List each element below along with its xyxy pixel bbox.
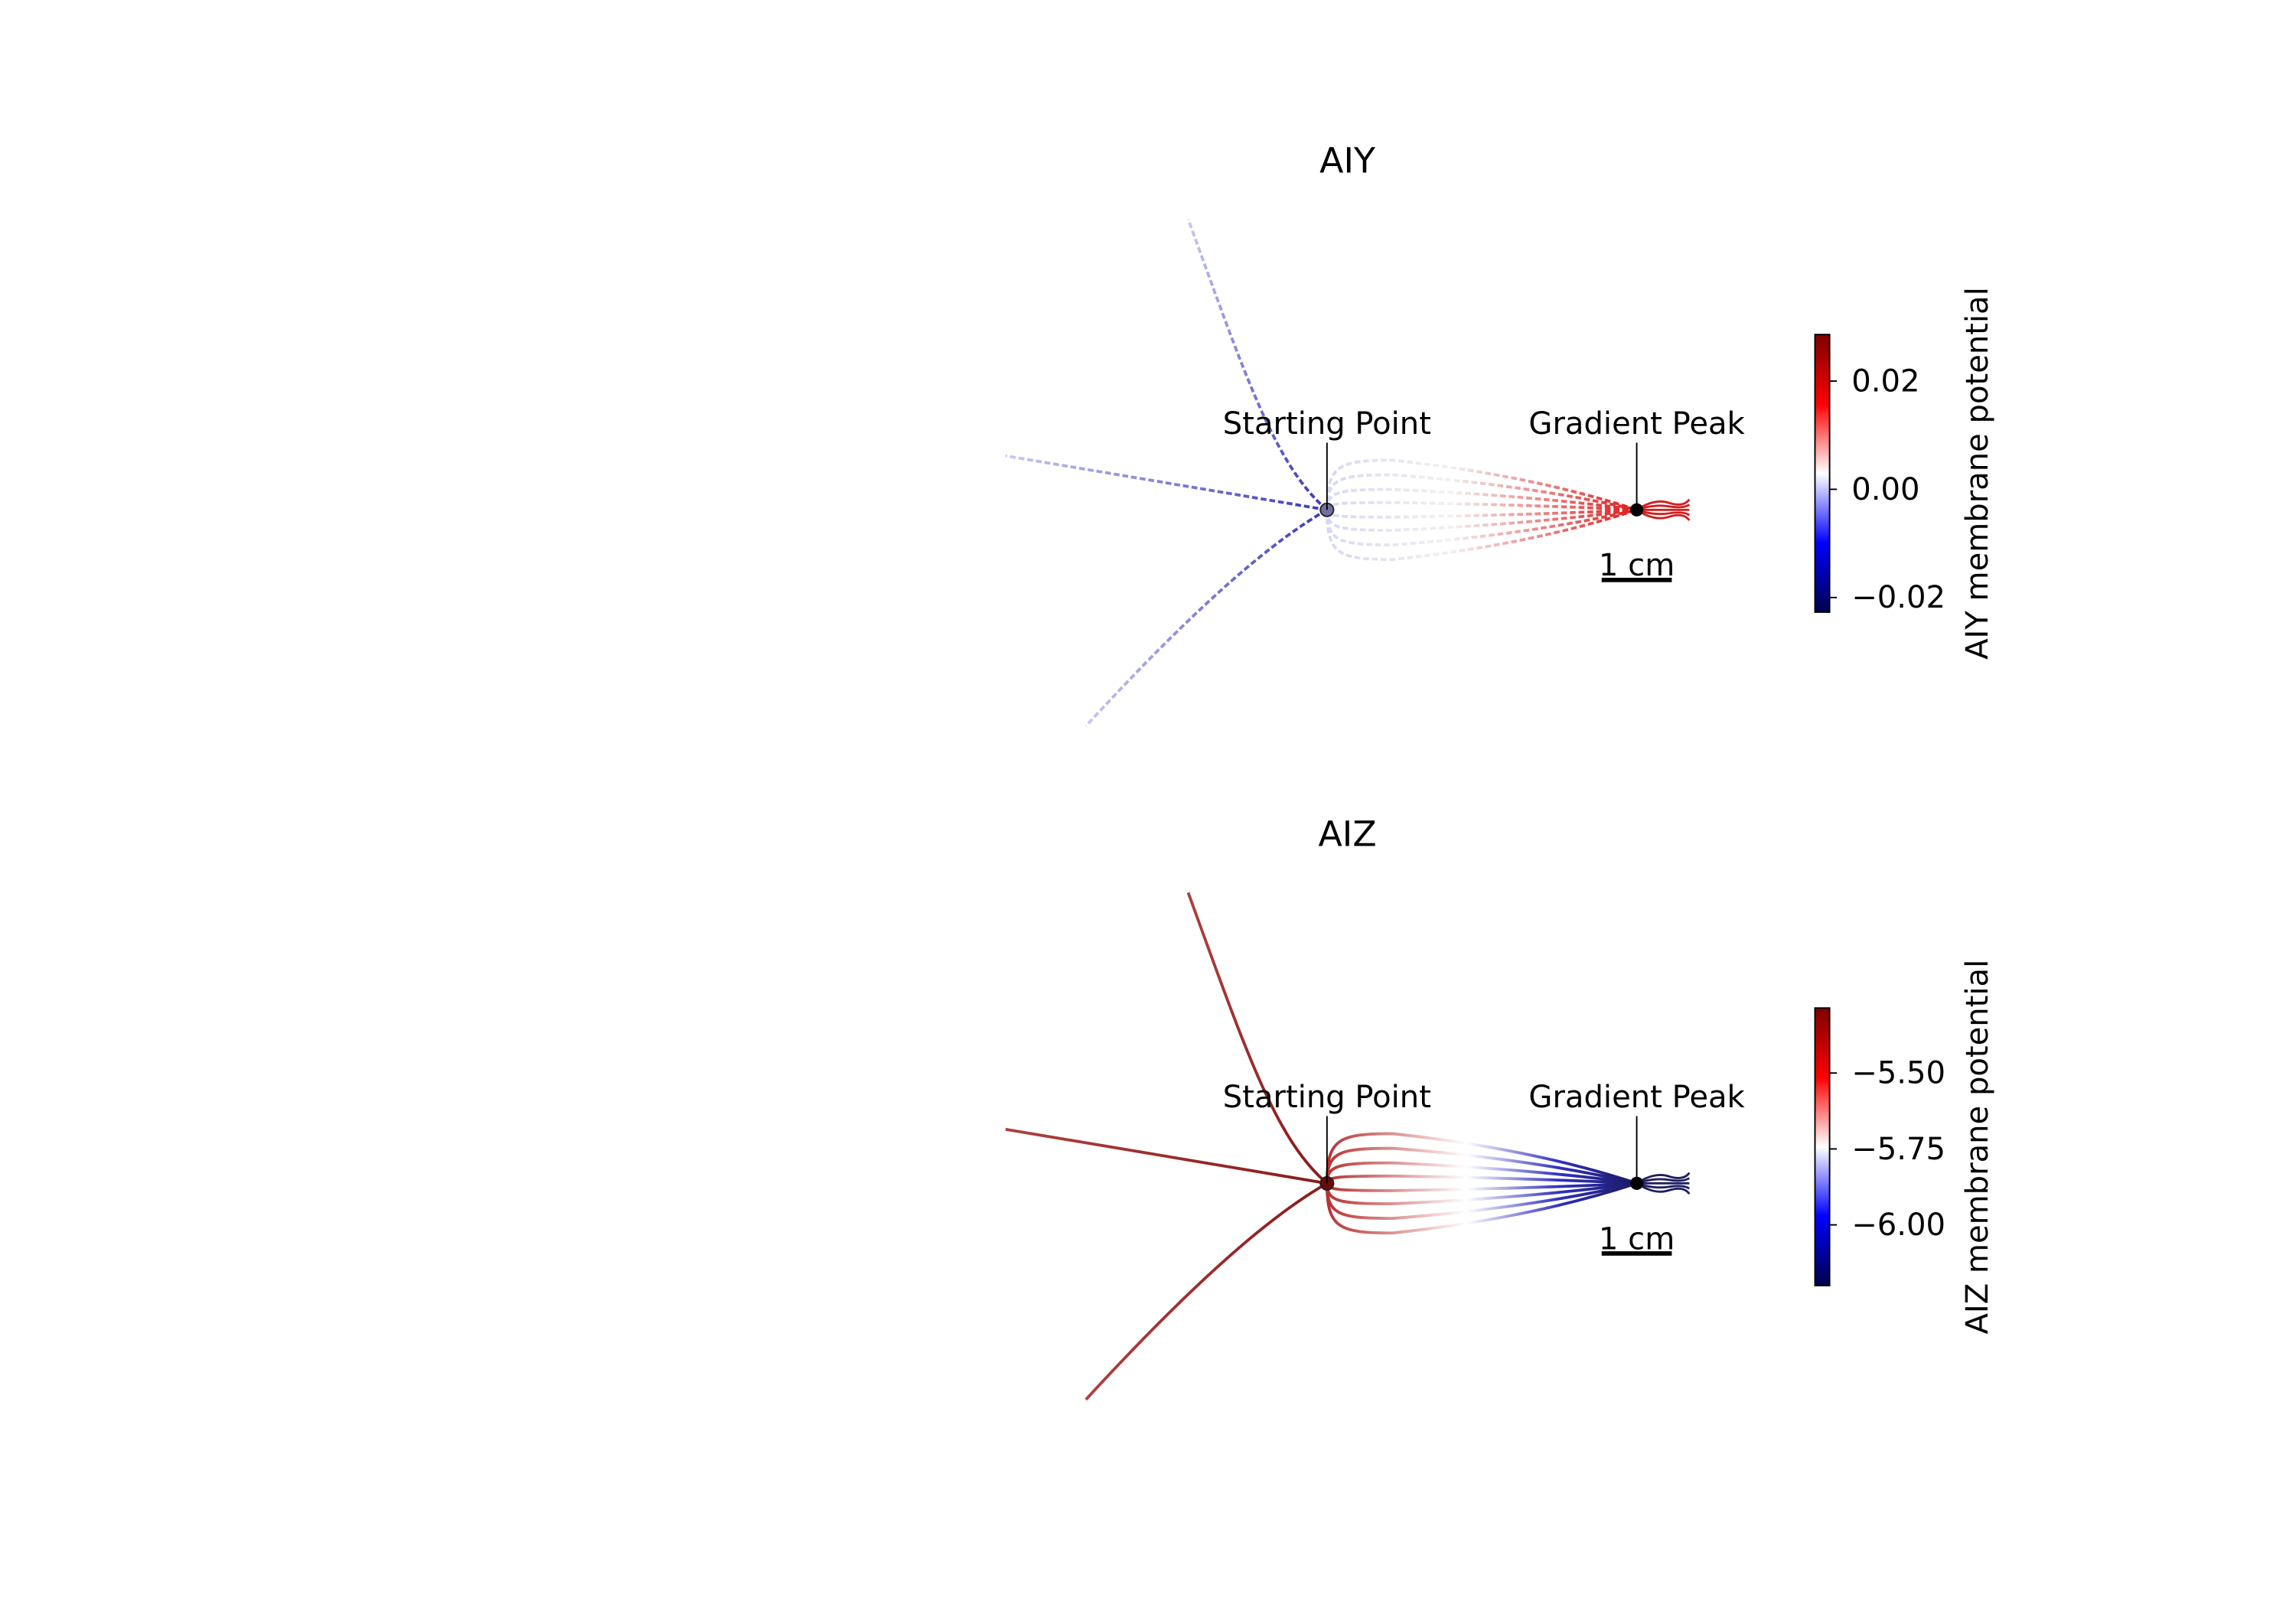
colorbar-label: AIY membrane potential: [1960, 287, 1995, 660]
colorbar: [1814, 334, 1831, 613]
tail: [1636, 1182, 1691, 1195]
trajectory: [1325, 473, 1638, 512]
scale-bar-label: 1 cm: [1599, 548, 1675, 583]
tail: [1636, 498, 1691, 511]
trajectory: [1325, 1146, 1638, 1185]
trajectory: [1325, 508, 1637, 519]
trajectory: [1325, 487, 1637, 512]
trajectory: [1325, 458, 1638, 512]
trajectory: [1325, 1174, 1637, 1185]
peak-tails: [1636, 498, 1691, 521]
trajectory: [1325, 1182, 1637, 1206]
panel-title: AIY: [1319, 139, 1376, 181]
panel: AIY Starting Point Gradient Peak 1 cm 0.02 0.…: [1005, 139, 1995, 728]
trajectory: [1005, 454, 1328, 512]
trajectory: [1084, 508, 1328, 728]
scale-bar-label: 1 cm: [1599, 1221, 1675, 1257]
tail: [1636, 508, 1691, 517]
colorbar-tick-label: −6.00: [1851, 1208, 1945, 1243]
trajectory: [1325, 1182, 1637, 1192]
trajectory: [1325, 1132, 1638, 1185]
trajectory: [1186, 892, 1329, 1185]
tail: [1636, 1182, 1691, 1190]
annotation: Starting Point: [1223, 1080, 1431, 1115]
trajectory: [1084, 1182, 1328, 1401]
tail: [1636, 1177, 1691, 1185]
annotation: Gradient Peak: [1528, 406, 1745, 442]
trajectories: [1005, 218, 1638, 728]
trajectory: [1325, 508, 1637, 532]
panel-title: AIZ: [1318, 813, 1376, 854]
colorbar-tick-label: 0.00: [1851, 472, 1919, 507]
tail: [1636, 504, 1691, 511]
panel: AIZ Starting Point Gradient Peak 1 cm −5.50 −…: [1005, 813, 1995, 1401]
trajectory: [1325, 508, 1638, 547]
tail: [1636, 1172, 1691, 1185]
colorbar-tick-label: −5.75: [1851, 1132, 1945, 1167]
trajectory: [1325, 1182, 1638, 1235]
trajectory: [1186, 218, 1329, 511]
trajectory: [1005, 1127, 1328, 1185]
trajectories: [1005, 892, 1638, 1401]
colorbar-tick-label: −5.50: [1851, 1056, 1945, 1091]
annotation: Gradient Peak: [1528, 1080, 1745, 1115]
colorbar: [1814, 1007, 1831, 1286]
annotation: Starting Point: [1223, 406, 1431, 442]
trajectory: [1325, 500, 1637, 512]
colorbar-tick-label: −0.02: [1851, 580, 1945, 615]
peak-tails: [1636, 1172, 1691, 1195]
trajectory: [1325, 508, 1638, 562]
trajectory: [1325, 1161, 1637, 1185]
colorbar-tick-label: 0.02: [1851, 363, 1919, 399]
colorbar-label: AIZ membrane potential: [1960, 960, 1995, 1335]
tail: [1636, 509, 1691, 521]
trajectory: [1325, 1182, 1638, 1221]
